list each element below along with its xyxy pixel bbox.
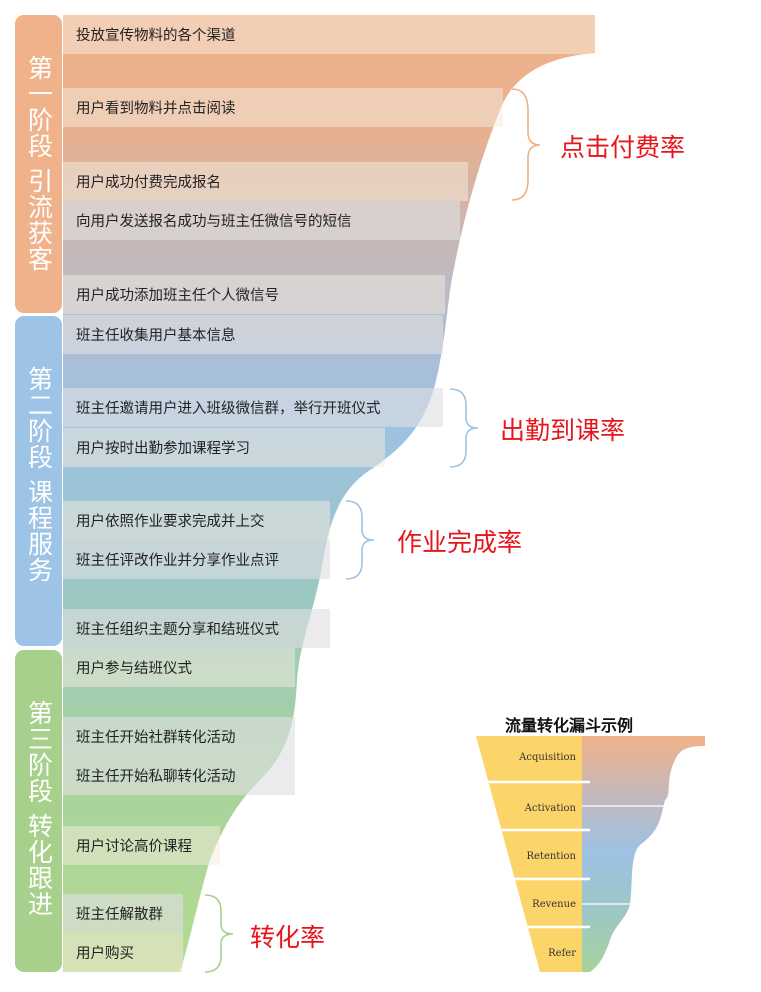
inset-level-label: Retention <box>526 851 576 862</box>
rate-attendance: 出勤到课率 <box>500 416 626 445</box>
stage-2-label: 第二阶段 课程服务 <box>15 316 62 646</box>
stage-3-label: 第三阶段 转化跟进 <box>15 650 62 972</box>
step-row: 用户成功付费完成报名 <box>63 162 468 201</box>
step-row: 班主任开始社群转化活动 <box>63 717 295 756</box>
inset-funnel-right <box>582 736 705 972</box>
bracket-attendance <box>449 388 479 468</box>
step-row: 向用户发送报名成功与班主任微信号的短信 <box>63 201 460 240</box>
rate-conversion: 转化率 <box>250 923 326 952</box>
stage-1-label: 第一阶段 引流获客 <box>15 15 62 313</box>
inset-level-label: Refer <box>548 948 576 959</box>
bracket-click-pay <box>511 88 541 201</box>
inset-funnel-left <box>476 736 582 972</box>
step-row: 班主任组织主题分享和结班仪式 <box>63 609 330 648</box>
step-row: 用户讨论高价课程 <box>63 826 220 865</box>
step-row: 用户按时出勤参加课程学习 <box>63 428 385 467</box>
step-row: 用户依照作业要求完成并上交 <box>63 501 330 540</box>
step-row: 用户参与结班仪式 <box>63 648 295 687</box>
inset-level-label: Activation <box>524 803 576 814</box>
step-row: 班主任解散群 <box>63 894 183 933</box>
bracket-conversion <box>204 894 234 973</box>
step-row: 班主任收集用户基本信息 <box>63 315 443 354</box>
rate-homework: 作业完成率 <box>397 528 523 557</box>
step-row: 班主任邀请用户进入班级微信群，举行开班仪式 <box>63 388 443 427</box>
step-row: 投放宣传物料的各个渠道 <box>63 15 595 54</box>
inset-level-label: Revenue <box>532 899 576 910</box>
step-row: 班主任开始私聊转化活动 <box>63 756 295 795</box>
step-row: 用户看到物料并点击阅读 <box>63 88 503 127</box>
rate-click-pay: 点击付费率 <box>560 133 686 162</box>
step-row: 班主任评改作业并分享作业点评 <box>63 540 330 579</box>
step-row: 用户成功添加班主任个人微信号 <box>63 275 445 314</box>
inset-title: 流量转化漏斗示例 <box>505 716 634 735</box>
bracket-homework <box>345 500 375 580</box>
inset-level-label: Acquisition <box>519 752 576 763</box>
step-row: 用户购买 <box>63 933 183 972</box>
